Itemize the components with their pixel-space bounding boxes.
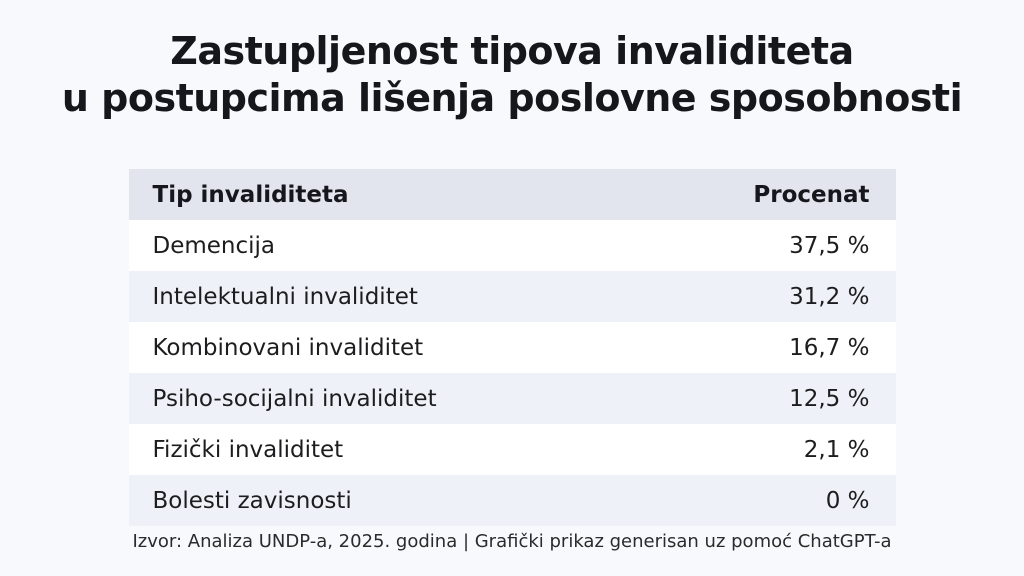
row-percent-value: 2,1 % [803,436,870,463]
row-type-label: Demencija [152,232,276,259]
page-title: Zastupljenost tipova invaliditeta u post… [61,28,963,122]
source-attribution: Izvor: Analiza UNDP-a, 2025. godina | Gr… [132,531,892,552]
row-type-label: Intelektualni invaliditet [152,283,418,310]
table-row: Psiho-socijalni invaliditet 12,5 % [128,373,896,424]
row-type-label: Fizički invaliditet [152,436,344,463]
header-type-column: Tip invaliditeta [152,181,349,208]
row-percent-value: 16,7 % [789,334,870,361]
row-type-label: Bolesti zavisnosti [152,487,352,514]
table-row: Kombinovani invaliditet 16,7 % [128,322,896,373]
row-type-label: Kombinovani invaliditet [152,334,424,361]
table-row: Demencija 37,5 % [128,220,896,271]
table-row: Intelektualni invaliditet 31,2 % [128,271,896,322]
row-percent-value: 37,5 % [789,232,870,259]
row-type-label: Psiho-socijalni invaliditet [152,385,437,412]
page-title-line-2: u postupcima lišenja poslovne sposobnost… [61,76,963,120]
table-row: Bolesti zavisnosti 0 % [128,475,896,526]
row-percent-value: 31,2 % [789,283,870,310]
disability-table: Tip invaliditeta Procenat Demencija 37,5… [128,169,896,526]
table-header-row: Tip invaliditeta Procenat [128,169,896,220]
header-percent-column: Procenat [753,181,870,208]
row-percent-value: 0 % [825,487,870,514]
table-row: Fizički invaliditet 2,1 % [128,424,896,475]
row-percent-value: 12,5 % [789,385,870,412]
page-title-line-1: Zastupljenost tipova invaliditeta [170,29,854,73]
